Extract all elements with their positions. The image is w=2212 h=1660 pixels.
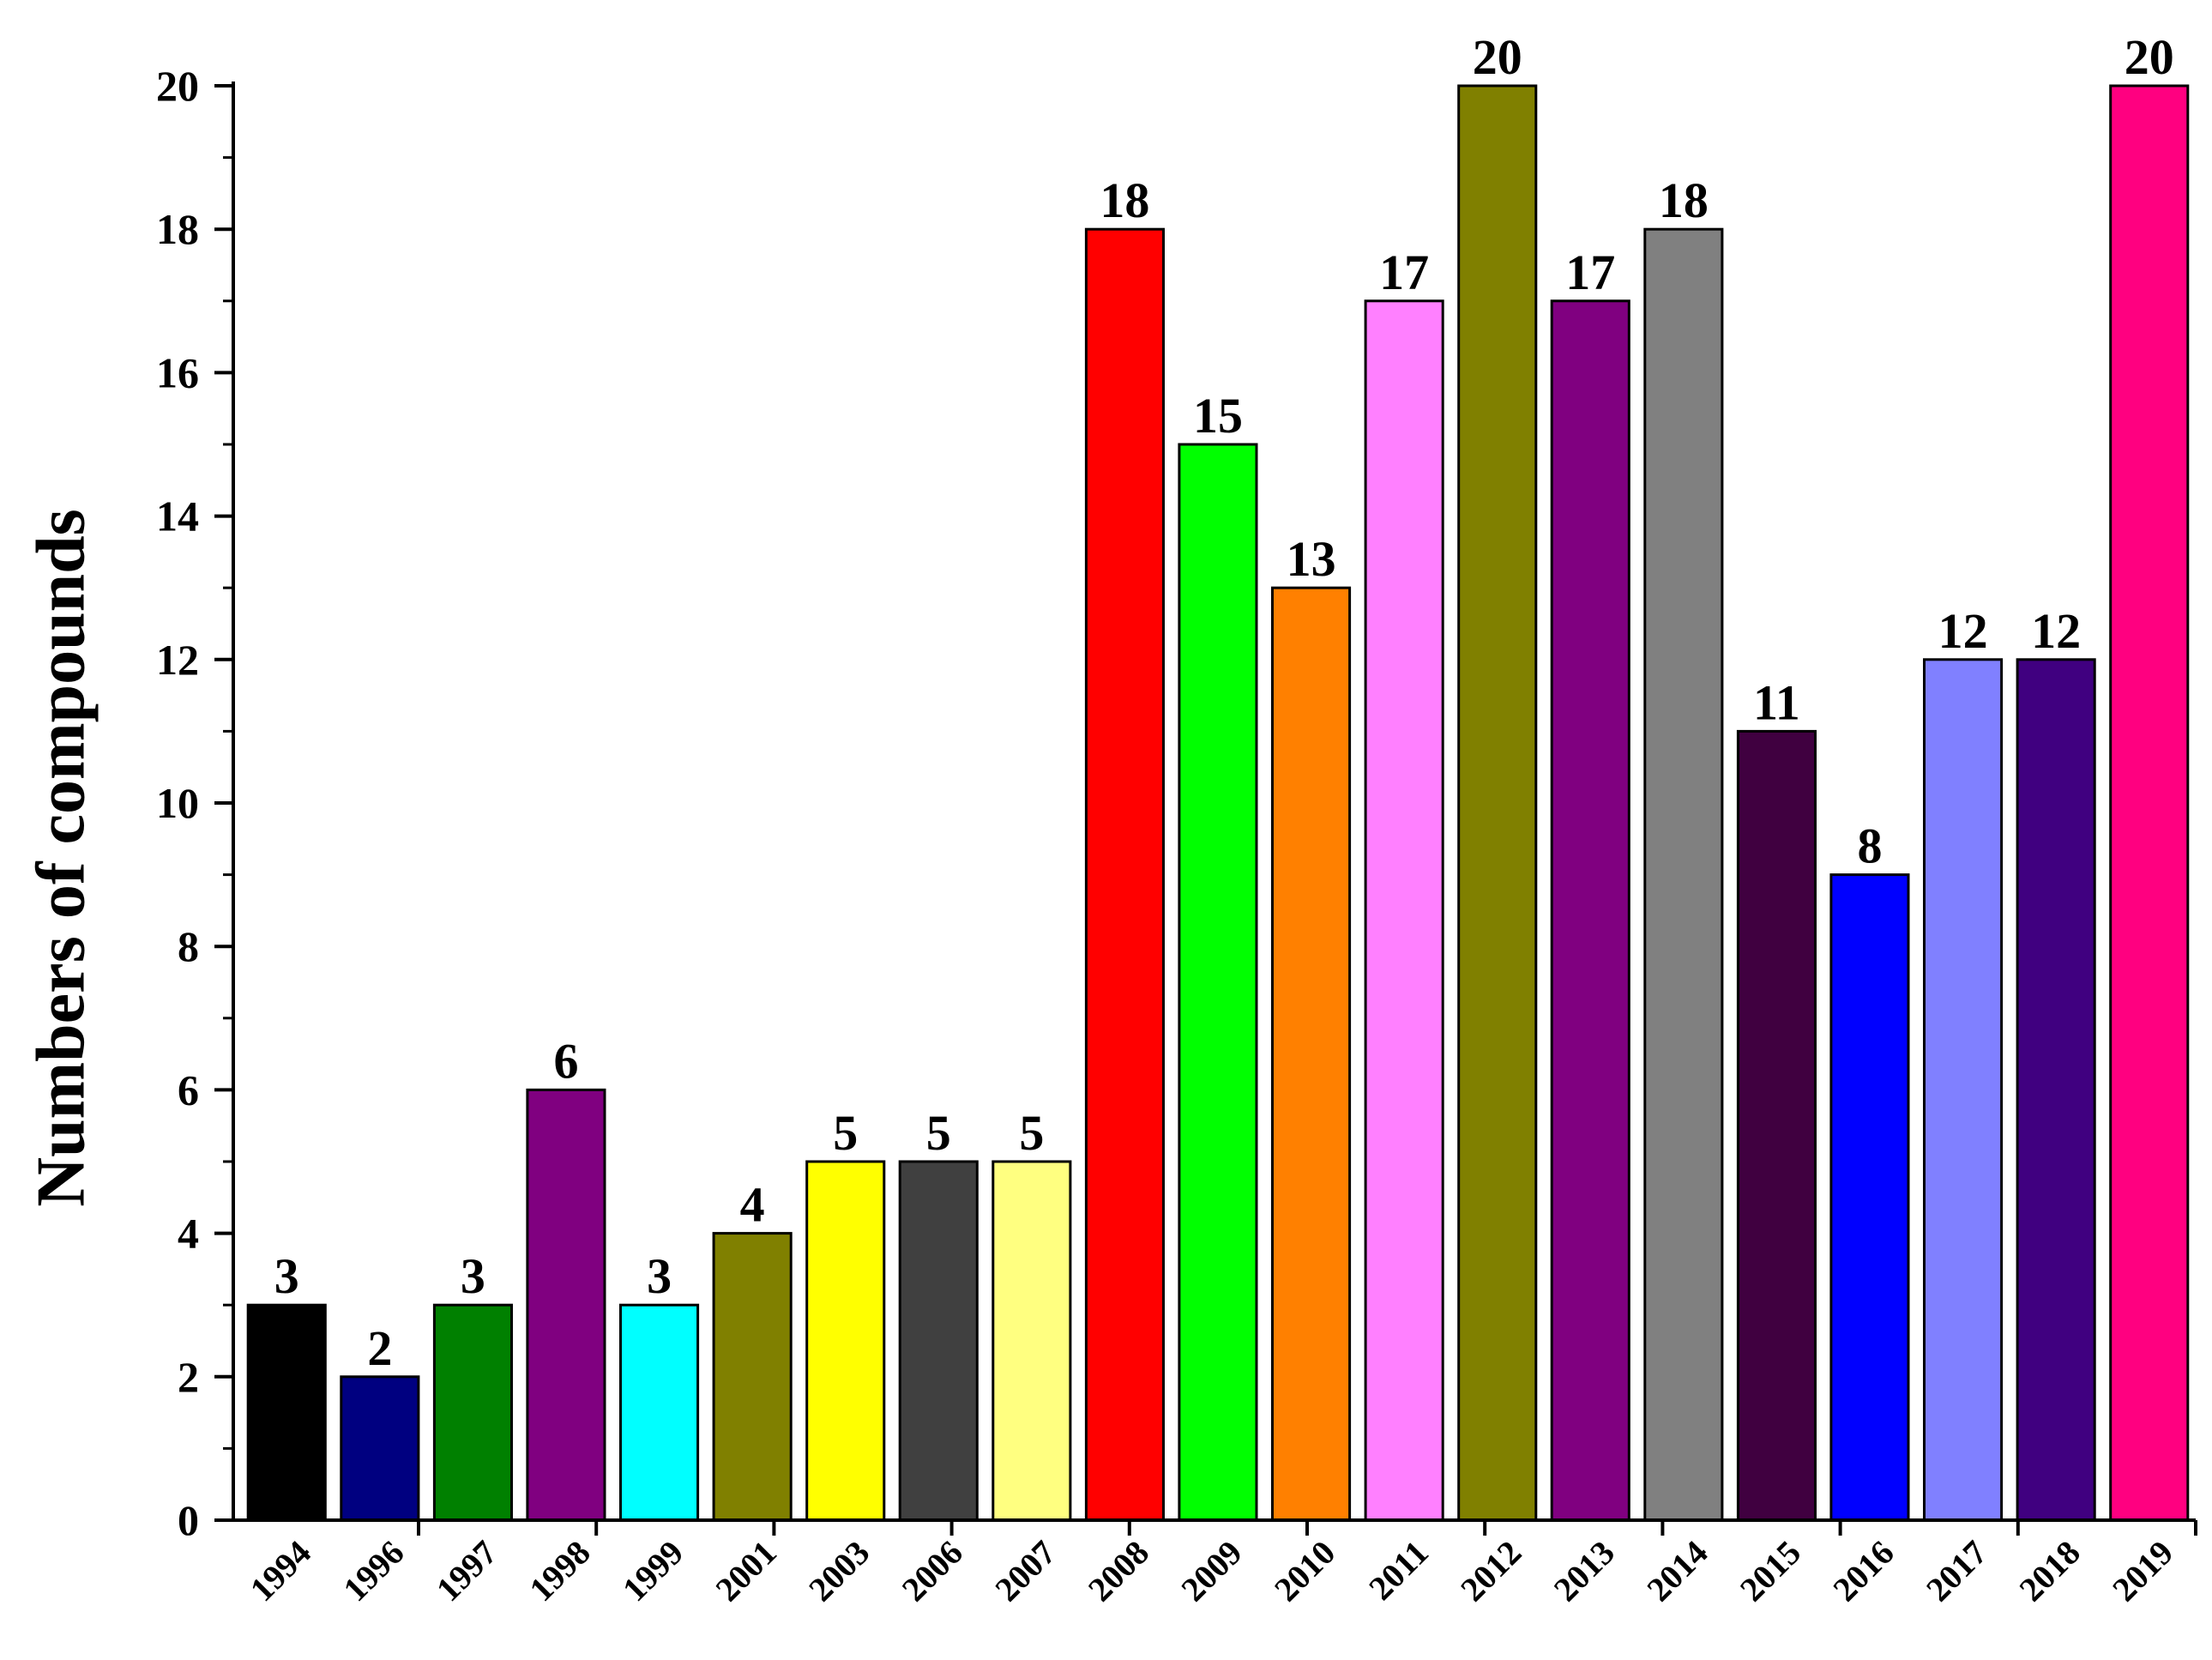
bar-2008 (1084, 227, 1166, 1522)
bar-2015 (1736, 729, 1817, 1522)
bar-2003 (805, 1160, 886, 1522)
bar-1998 (526, 1088, 606, 1522)
bar-2019 (2109, 84, 2190, 1522)
value-label-2010: 13 (1287, 531, 1336, 587)
x-tick-label-2016: 2016 (1825, 1533, 1901, 1609)
y-tick-label-20: 20 (156, 62, 199, 110)
x-tick-label-2008: 2008 (1081, 1533, 1156, 1609)
value-labels-group: 3 2 3 6 3 4 5 5 5 18 15 13 17 20 17 18 11 8 12 12 20 (274, 29, 2174, 1376)
value-label-2013: 17 (1565, 244, 1615, 300)
bar-2006 (898, 1160, 979, 1522)
bar-2018 (2016, 658, 2096, 1522)
y-tick-label-0: 0 (178, 1496, 199, 1544)
y-tick-label-14: 14 (156, 492, 199, 540)
bar-1994 (246, 1303, 327, 1522)
value-label-2007: 5 (1019, 1105, 1044, 1161)
value-label-2008: 18 (1100, 172, 1149, 228)
x-tick-label-1999: 1999 (615, 1533, 690, 1609)
x-tick-label-2009: 2009 (1173, 1533, 1249, 1609)
value-label-2018: 12 (2031, 603, 2081, 659)
value-label-2012: 20 (1473, 29, 1522, 85)
value-label-1996: 2 (367, 1320, 392, 1376)
value-label-1994: 3 (274, 1248, 299, 1304)
bar-2009 (1178, 443, 1258, 1522)
x-tick-label-2001: 2001 (708, 1533, 783, 1609)
bar-2014 (1643, 227, 1724, 1522)
x-tick-label-2003: 2003 (801, 1533, 877, 1609)
y-tick-label-12: 12 (156, 636, 199, 684)
value-label-2016: 8 (1858, 818, 1883, 874)
bar-2011 (1364, 299, 1444, 1522)
bar-2017 (1923, 658, 2004, 1522)
y-tick-label-2: 2 (178, 1353, 199, 1401)
bar-1999 (619, 1303, 700, 1522)
x-tick-label-2014: 2014 (1639, 1533, 1715, 1609)
x-tick-label-2018: 2018 (2011, 1533, 2087, 1609)
y-tick-label-8: 8 (178, 922, 199, 970)
x-tick-label-2015: 2015 (1733, 1533, 1808, 1609)
x-tick-label-2017: 2017 (1919, 1533, 1994, 1609)
x-tick-label-2010: 2010 (1267, 1533, 1342, 1609)
value-label-1999: 3 (647, 1248, 672, 1304)
y-tick-label-4: 4 (178, 1210, 199, 1258)
x-tick-label-1994: 1994 (243, 1533, 318, 1609)
bar-2012 (1457, 84, 1538, 1522)
value-label-2017: 12 (1938, 603, 1988, 659)
x-tick-label-1998: 1998 (521, 1533, 597, 1609)
bar-2010 (1271, 586, 1352, 1522)
y-tick-label-16: 16 (156, 348, 199, 396)
x-tick-label-2019: 2019 (2105, 1533, 2180, 1609)
bars-group (246, 84, 2190, 1522)
bar-2013 (1550, 299, 1630, 1522)
value-label-1998: 6 (554, 1033, 579, 1089)
bar-1997 (432, 1303, 513, 1522)
bar-2007 (991, 1160, 1072, 1522)
x-tick-label-1996: 1996 (335, 1533, 411, 1609)
value-label-2011: 17 (1379, 244, 1429, 300)
x-tick-label-2007: 2007 (987, 1533, 1063, 1609)
value-label-2014: 18 (1659, 172, 1709, 228)
value-label-2006: 5 (926, 1105, 951, 1161)
bar-1996 (340, 1375, 420, 1522)
y-tick-label-6: 6 (178, 1065, 199, 1114)
x-tick-label-1997: 1997 (429, 1533, 504, 1609)
x-tick-label-2011: 2011 (1361, 1533, 1436, 1608)
bar-2016 (1829, 873, 1910, 1522)
x-axis: 1994 1996 1997 1998 1999 2001 2003 2006 2007 2008… (233, 1518, 2197, 1609)
x-tick-label-2012: 2012 (1453, 1533, 1528, 1609)
value-label-2003: 5 (833, 1105, 858, 1161)
value-label-2001: 4 (740, 1177, 765, 1233)
x-tick-label-2013: 2013 (1546, 1533, 1622, 1609)
x-tick-label-2006: 2006 (895, 1533, 970, 1609)
value-label-2019: 20 (2125, 29, 2174, 85)
y-axis: 0 2 4 6 8 10 12 14 16 18 20 (156, 62, 235, 1544)
value-label-2009: 15 (1193, 388, 1243, 444)
y-tick-label-10: 10 (156, 779, 199, 827)
bar-2001 (712, 1232, 793, 1522)
y-axis-title: Numbers of compounds (23, 509, 99, 1207)
y-tick-label-18: 18 (156, 205, 199, 253)
value-label-1997: 3 (461, 1248, 485, 1304)
value-label-2015: 11 (1753, 674, 1800, 730)
